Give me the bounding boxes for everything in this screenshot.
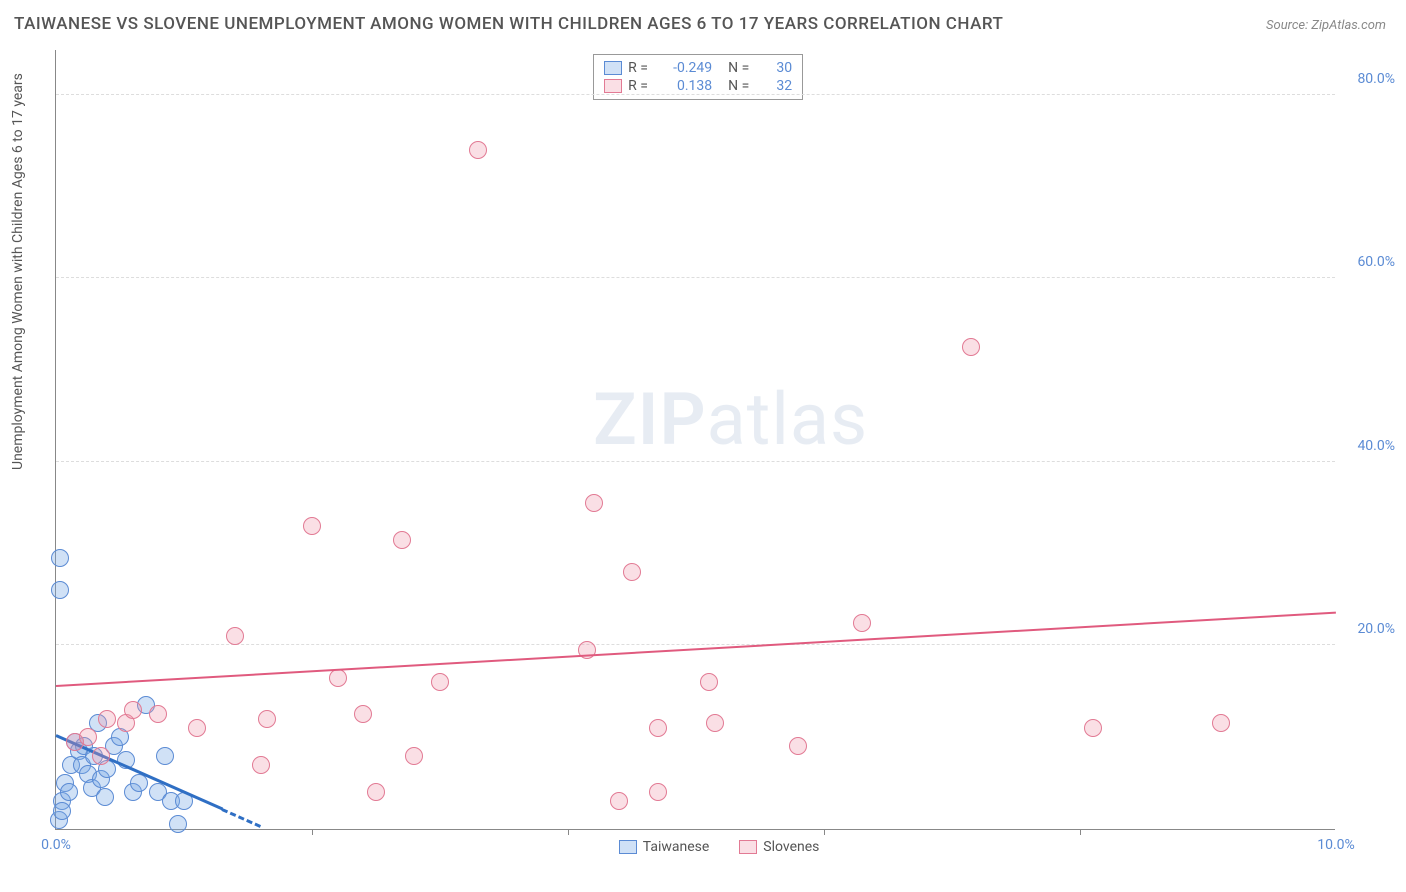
- data-point: [610, 792, 628, 810]
- y-tick-label: 80.0%: [1357, 71, 1395, 87]
- x-tick-mark: [312, 829, 313, 835]
- x-tick-mark: [1080, 829, 1081, 835]
- data-point: [156, 747, 174, 765]
- data-point: [96, 788, 114, 806]
- data-point: [405, 747, 423, 765]
- data-point: [124, 701, 142, 719]
- x-tick-mark: [824, 829, 825, 835]
- y-tick-label: 40.0%: [1357, 438, 1395, 454]
- legend-swatch: [604, 61, 622, 75]
- legend-swatch: [604, 79, 622, 93]
- data-point: [962, 338, 980, 356]
- data-point: [623, 563, 641, 581]
- x-tick-mark: [568, 829, 569, 835]
- gridline: [56, 644, 1335, 645]
- legend-swatch: [619, 840, 637, 854]
- y-tick-label: 20.0%: [1357, 621, 1395, 637]
- legend-r-value: -0.249: [662, 60, 712, 76]
- data-point: [303, 517, 321, 535]
- x-tick-label: 0.0%: [41, 837, 71, 853]
- data-point: [649, 719, 667, 737]
- data-point: [789, 737, 807, 755]
- data-point: [1212, 714, 1230, 732]
- legend-row: R = -0.249 N = 30: [604, 59, 792, 77]
- gridline: [56, 461, 1335, 462]
- series-name: Taiwanese: [643, 839, 710, 855]
- data-point: [53, 802, 71, 820]
- trend-line-dashed: [222, 808, 262, 828]
- series-name: Slovenes: [763, 839, 819, 855]
- data-point: [79, 728, 97, 746]
- data-point: [92, 747, 110, 765]
- data-point: [649, 783, 667, 801]
- data-point: [188, 719, 206, 737]
- y-tick-label: 60.0%: [1357, 254, 1395, 270]
- data-point: [169, 815, 187, 833]
- data-point: [700, 673, 718, 691]
- data-point: [51, 581, 69, 599]
- legend-swatch: [739, 840, 757, 854]
- series-legend-item: Slovenes: [739, 839, 819, 855]
- legend-n-label: N =: [728, 78, 756, 94]
- data-point: [853, 614, 871, 632]
- data-point: [51, 549, 69, 567]
- data-point: [393, 531, 411, 549]
- data-point: [585, 494, 603, 512]
- legend-r-label: R =: [628, 78, 656, 94]
- legend-r-label: R =: [628, 60, 656, 76]
- data-point: [469, 141, 487, 159]
- gridline: [56, 94, 1335, 95]
- data-point: [149, 705, 167, 723]
- data-point: [60, 783, 78, 801]
- x-tick-label: 10.0%: [1317, 837, 1355, 853]
- gridline: [56, 277, 1335, 278]
- legend-n-label: N =: [728, 60, 756, 76]
- legend-r-value: 0.138: [662, 78, 712, 94]
- data-point: [329, 669, 347, 687]
- plot-area: ZIPatlas R =-0.249N =30R =0.138N =32 Tai…: [55, 50, 1335, 830]
- data-point: [1084, 719, 1102, 737]
- data-point: [252, 756, 270, 774]
- y-axis-label: Unemployment Among Women with Children A…: [10, 73, 26, 470]
- data-point: [226, 627, 244, 645]
- trend-line: [56, 611, 1336, 686]
- chart-title: TAIWANESE VS SLOVENE UNEMPLOYMENT AMONG …: [14, 14, 1003, 34]
- data-point: [98, 710, 116, 728]
- data-point: [258, 710, 276, 728]
- data-point: [354, 705, 372, 723]
- series-legend-item: Taiwanese: [619, 839, 710, 855]
- legend-row: R = 0.138 N = 32: [604, 77, 792, 95]
- watermark: ZIPatlas: [593, 377, 868, 462]
- data-point: [431, 673, 449, 691]
- source-attribution: Source: ZipAtlas.com: [1266, 18, 1386, 33]
- data-point: [706, 714, 724, 732]
- legend-n-value: 30: [762, 60, 792, 76]
- data-point: [367, 783, 385, 801]
- series-legend: Taiwanese Slovenes: [619, 839, 820, 855]
- legend-n-value: 32: [762, 78, 792, 94]
